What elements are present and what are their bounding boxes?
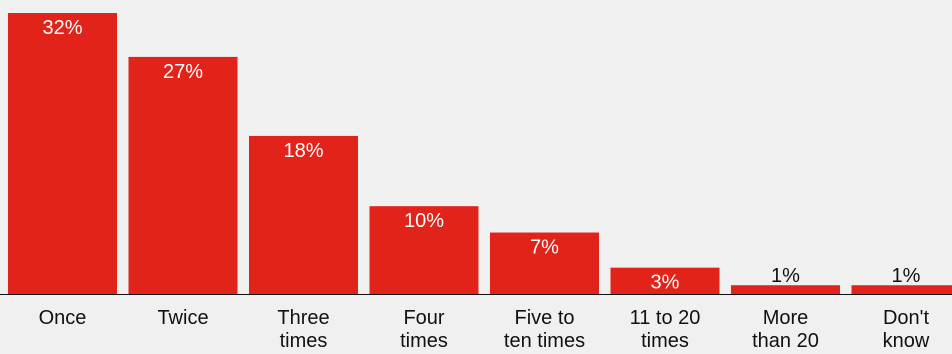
bars-group: 32% 27% 18% 10% 7% 3% 1% 1% xyxy=(8,13,952,294)
category-label: Once xyxy=(39,307,87,329)
category-label: Three times xyxy=(277,307,329,352)
category-label-line: times xyxy=(641,330,689,352)
category-label: Twice xyxy=(157,307,208,329)
bar-value-label: 18% xyxy=(283,140,323,162)
category-label: Five to ten times xyxy=(504,307,585,352)
bar xyxy=(249,135,358,294)
category-label: Four times xyxy=(400,307,448,352)
category-label-line: Don't xyxy=(883,307,930,329)
category-label-line: Three xyxy=(277,307,329,329)
bar-value-label: 3% xyxy=(651,272,680,294)
category-label-line: times xyxy=(280,330,328,352)
category-label-line: Four xyxy=(403,307,444,329)
category-label-line: know xyxy=(883,330,930,352)
category-label-line: times xyxy=(400,330,448,352)
bar-value-label: 27% xyxy=(163,61,203,83)
bar-value-label: 10% xyxy=(404,210,444,232)
bar-value-label: 1% xyxy=(771,265,800,287)
bar xyxy=(8,13,117,294)
category-label-line: More xyxy=(763,307,809,329)
category-label-line: ten times xyxy=(504,330,585,352)
category-label: More than 20 xyxy=(752,307,819,352)
category-label-line: than 20 xyxy=(752,330,819,352)
bar xyxy=(490,232,599,294)
bar xyxy=(731,285,840,294)
bar xyxy=(369,206,479,294)
category-label: 11 to 20 times xyxy=(630,307,701,352)
category-label-line: 11 to 20 xyxy=(630,307,701,329)
bar xyxy=(610,267,720,294)
category-label-line: Twice xyxy=(157,307,208,329)
bar-value-label: 7% xyxy=(530,237,559,259)
category-label-line: Once xyxy=(39,307,87,329)
bar-value-label: 32% xyxy=(42,17,82,39)
bar-value-label: 1% xyxy=(892,265,921,287)
bar xyxy=(851,285,952,294)
category-label-line: Five to xyxy=(514,307,574,329)
category-label: Don't know xyxy=(883,307,930,352)
bar xyxy=(128,56,238,294)
